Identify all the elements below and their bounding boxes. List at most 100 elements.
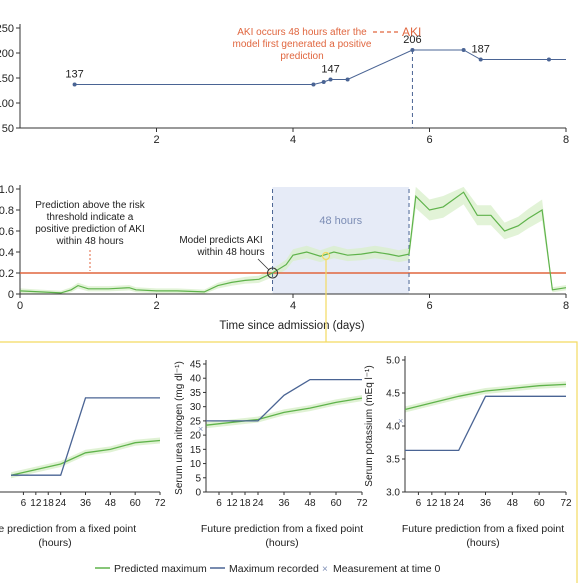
risk-series-line <box>19 191 567 294</box>
risk-y-tick-label: 0 <box>8 289 14 301</box>
detail-x-tick-label: 18 <box>440 498 452 509</box>
maximum-recorded-line <box>206 378 362 422</box>
creatinine-y-tick-label: 250 <box>0 23 14 35</box>
predicted-band <box>206 395 362 429</box>
detail-x-tick-label: 60 <box>130 498 142 509</box>
measurement-at-time-0-marker: × <box>398 416 403 426</box>
threshold-annotation-line1: Prediction above the risk <box>35 200 146 211</box>
detail-y-tick-label: 5.0 <box>386 356 400 367</box>
predicted-maximum-line <box>10 439 161 476</box>
detail-x-label: Future prediction from a fixed point <box>0 523 136 535</box>
legend-predicted-label: Predicted maximum <box>114 563 207 575</box>
creatinine-point-label: 206 <box>403 34 421 46</box>
detail-x-tick-label: 60 <box>534 498 546 509</box>
potassium-detail-chart: 3.0 3.5 4.0 4.5 5.0 6 12 18 24 36 48 60 72 × Future pr… <box>364 356 572 550</box>
detail-y-tick-label: 35 <box>190 388 202 399</box>
risk-y-tick-label: 0.8 <box>0 205 14 217</box>
risk-x-tick-label: 0 <box>17 300 23 312</box>
detail-y-tick-label: 40 <box>190 374 202 385</box>
detail-y-tick-label: 0 <box>195 488 201 499</box>
model-predicts-line2: within 48 hours <box>196 247 264 258</box>
predicted-band <box>11 437 160 479</box>
predicted-band <box>405 381 566 413</box>
detail-x-tick-label: 24 <box>55 498 67 509</box>
creatinine-point <box>461 48 466 52</box>
detail-y-tick-label: 25 <box>190 416 202 427</box>
risk-confidence-band <box>20 186 566 294</box>
detail-x-tick-label: 6 <box>216 498 222 509</box>
risk-x-tick-label: 2 <box>153 300 159 312</box>
maximum-recorded-line <box>405 395 566 452</box>
model-predicts-line1: Model predicts AKI <box>179 235 262 246</box>
risk-y-tick-label: 1.0 <box>0 184 14 196</box>
creatinine-y-tick-label: 100 <box>0 98 14 110</box>
detail-y-tick-label: 15 <box>190 445 202 456</box>
creatinine-point-label: 187 <box>472 44 490 56</box>
creatinine-point <box>72 82 77 87</box>
window-label: 48 hours <box>319 215 362 227</box>
risk-y-tick-label: 0.4 <box>0 247 14 259</box>
creatinine-point-label: 147 <box>321 64 339 76</box>
aki-annotation-line1: AKI occurs 48 hours after the <box>237 27 367 38</box>
first-positive-marker <box>267 267 279 279</box>
creatinine-x-tick-label: 2 <box>153 134 159 146</box>
detail-x-tick-label: 60 <box>330 498 342 509</box>
risk-x-tick-label: 6 <box>426 300 432 312</box>
detail-x-label: Future prediction from a fixed point <box>201 523 363 535</box>
fixed-point-marker <box>321 251 331 261</box>
risk-x-tick-label: 8 <box>563 300 569 312</box>
risk-x-tick-label: 4 <box>290 300 296 312</box>
creatinine-series-line <box>74 49 566 85</box>
risk-y-tick-label: 0.6 <box>0 226 14 238</box>
detail-x-tick-label: 36 <box>80 498 92 509</box>
threshold-annotation-line4: within 48 hours <box>55 236 123 247</box>
aki-annotation-line2: model first generated a positive <box>233 39 372 50</box>
detail-x-tick-label: 18 <box>239 498 251 509</box>
legend: Predicted maximum Maximum recorded × Mea… <box>95 563 441 575</box>
detail-y-tick-label: 45 <box>190 360 202 371</box>
risk-y-tick-label: 0.2 <box>0 268 14 280</box>
detail-x-tick-label: 12 <box>426 498 438 509</box>
detail-x-label-units: (hours) <box>265 537 298 549</box>
detail-x-tick-label: 72 <box>356 498 368 509</box>
creatinine-point <box>478 57 483 62</box>
creatinine-point-label: 137 <box>65 69 83 81</box>
creatinine-series <box>72 48 566 87</box>
detail-x-tick-label: 24 <box>252 498 264 509</box>
detail-y-tick-label: 4.0 <box>386 422 400 433</box>
creatinine-point <box>546 57 551 62</box>
creatinine-axes: 50 100 150 200 250 2 4 6 8 <box>0 23 569 146</box>
48-hour-window <box>272 187 410 294</box>
creatinine-point <box>328 77 333 82</box>
maximum-recorded-line <box>11 397 160 476</box>
detail-x-label: Future prediction from a fixed point <box>402 523 564 535</box>
detail-x-tick-label: 24 <box>453 498 465 509</box>
detail-y-label: Serum potassium (mEq l⁻¹) <box>364 365 375 486</box>
detail-x-label-units: (hours) <box>38 537 71 549</box>
risk-axes: 0 0.2 0.4 0.6 0.8 1.0 0 2 4 6 8 <box>0 184 569 312</box>
legend-measurement-label: Measurement at time 0 <box>333 563 441 575</box>
detail-x-tick-label: 12 <box>226 498 238 509</box>
creatinine-point <box>321 80 326 84</box>
legend-measurement-marker: × <box>322 564 328 575</box>
creatinine-x-tick-label: 8 <box>563 134 569 146</box>
detail-x-tick-label: 6 <box>21 498 27 509</box>
legend-recorded-label: Maximum recorded <box>229 563 319 575</box>
detail-y-tick-label: 30 <box>190 402 202 413</box>
detail-x-label-units: (hours) <box>466 537 499 549</box>
measurement-at-time-0-marker: × <box>198 424 203 434</box>
aki-annotation-line3: prediction <box>280 51 323 62</box>
aki-legend-label: AKI <box>402 25 421 39</box>
creatinine-point <box>410 48 415 52</box>
urea-detail-chart: 0 5 10 15 20 25 30 35 40 45 6 12 18 24 36 48 60 72 × Future… <box>174 360 368 550</box>
creatinine-y-tick-label: 200 <box>0 48 14 60</box>
risk-x-label: Time since admission (days) <box>219 320 364 332</box>
detail-y-tick-label: 3.0 <box>386 488 400 499</box>
detail-x-tick-label: 48 <box>105 498 117 509</box>
detail-x-tick-label: 36 <box>278 498 290 509</box>
creatinine-x-tick-label: 4 <box>290 134 296 146</box>
detail-y-label: Serum urea nitrogen (mg dl⁻¹) <box>174 361 185 495</box>
detail-x-tick-label: 72 <box>560 498 572 509</box>
